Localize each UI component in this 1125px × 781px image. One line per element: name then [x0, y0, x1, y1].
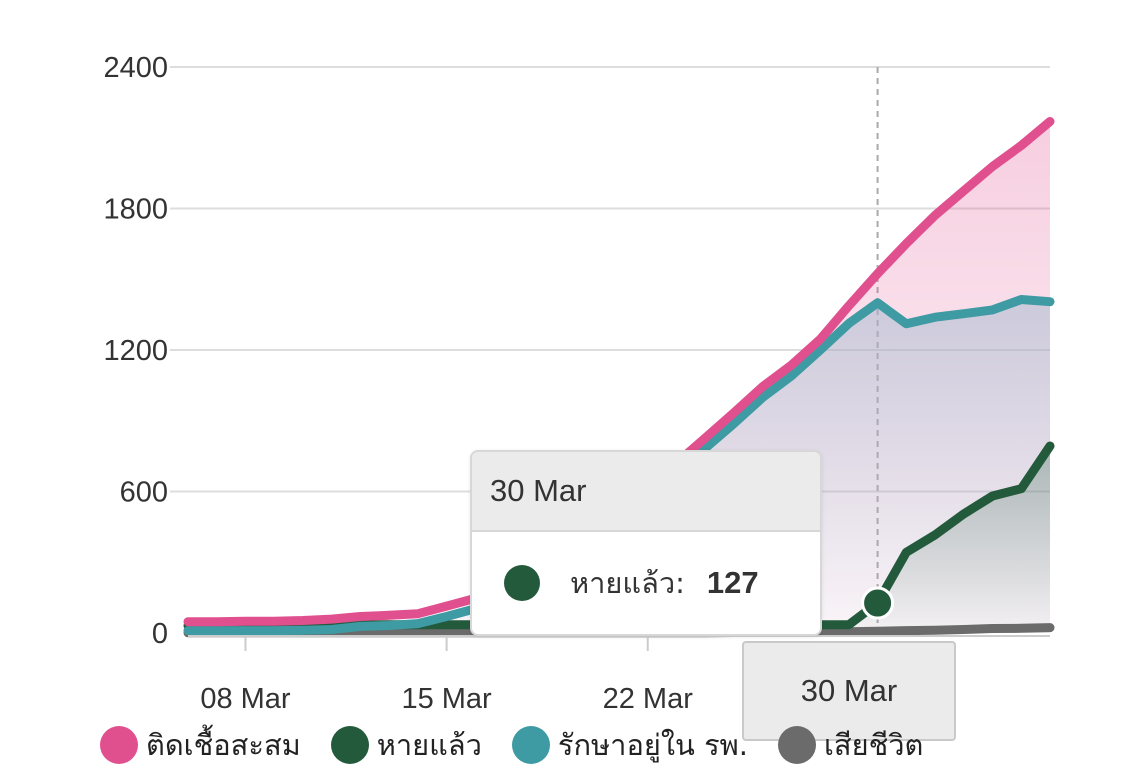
tooltip: 30 Mar หายแล้ว: 127 [470, 450, 822, 636]
tooltip-value: 127 [706, 565, 759, 600]
tooltip-row: หายแล้ว: 127 [472, 532, 820, 634]
tooltip-series-dot [504, 565, 540, 601]
legend: ติดเชื้อสะสม หายแล้ว รักษาอยู่ใน รพ. เสี… [100, 722, 953, 768]
tooltip-date: 30 Mar [472, 452, 820, 532]
tooltip-series-label: หายแล้ว: [570, 566, 685, 600]
legend-label-confirmed: ติดเชื้อสะสม [146, 728, 301, 762]
y-tick-label-1200: 1200 [103, 335, 168, 367]
hover-point-marker [861, 586, 895, 620]
legend-dot-hospitalized [511, 726, 550, 764]
y-tick-label-1800: 1800 [103, 194, 168, 226]
legend-item-recovered[interactable]: หายแล้ว [330, 722, 482, 768]
y-tick-label-0: 0 [152, 618, 168, 650]
legend-label-deaths: เสียชีวิต [823, 728, 924, 762]
x-tick-label-15-Mar: 15 Mar [401, 683, 492, 715]
area-hospitalized [188, 299, 1050, 633]
crosshair-x-label: 30 Mar [742, 641, 956, 741]
legend-item-confirmed[interactable]: ติดเชื้อสะสม [100, 722, 301, 768]
legend-item-hospitalized[interactable]: รักษาอยู่ใน รพ. [511, 722, 748, 768]
legend-item-deaths[interactable]: เสียชีวิต [777, 722, 924, 768]
x-tick-label-08-Mar: 08 Mar [200, 683, 291, 715]
y-tick-label-600: 600 [120, 477, 168, 509]
legend-label-recovered: หายแล้ว [376, 728, 482, 762]
legend-label-hospitalized: รักษาอยู่ใน รพ. [557, 728, 748, 762]
area-recovered [188, 446, 1050, 633]
y-tick-label-2400: 2400 [103, 52, 168, 84]
legend-dot-deaths [777, 726, 816, 764]
legend-dot-confirmed [100, 726, 138, 764]
x-tick-label-22-Mar: 22 Mar [603, 683, 694, 715]
legend-dot-recovered [330, 726, 369, 764]
